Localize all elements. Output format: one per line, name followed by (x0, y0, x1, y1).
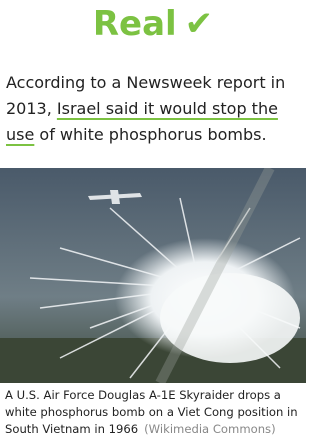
text: of white phosphorus bombs. (34, 125, 266, 144)
verdict: Real (93, 4, 177, 44)
caption: A U.S. Air Force Douglas A-1E Skyraider … (5, 387, 302, 438)
photo (0, 168, 306, 383)
page: {"header": {"verdict": "Real", "icon": "… (0, 0, 320, 437)
check-icon: ✔ (185, 4, 214, 44)
credit: (Wikimedia Commons) (144, 422, 275, 436)
document: Real✔ According to a Newsweek report in … (0, 0, 306, 437)
claim-text: According to a Newsweek report in 2013, … (6, 70, 302, 158)
verdict-header: Real✔ (0, 0, 306, 50)
